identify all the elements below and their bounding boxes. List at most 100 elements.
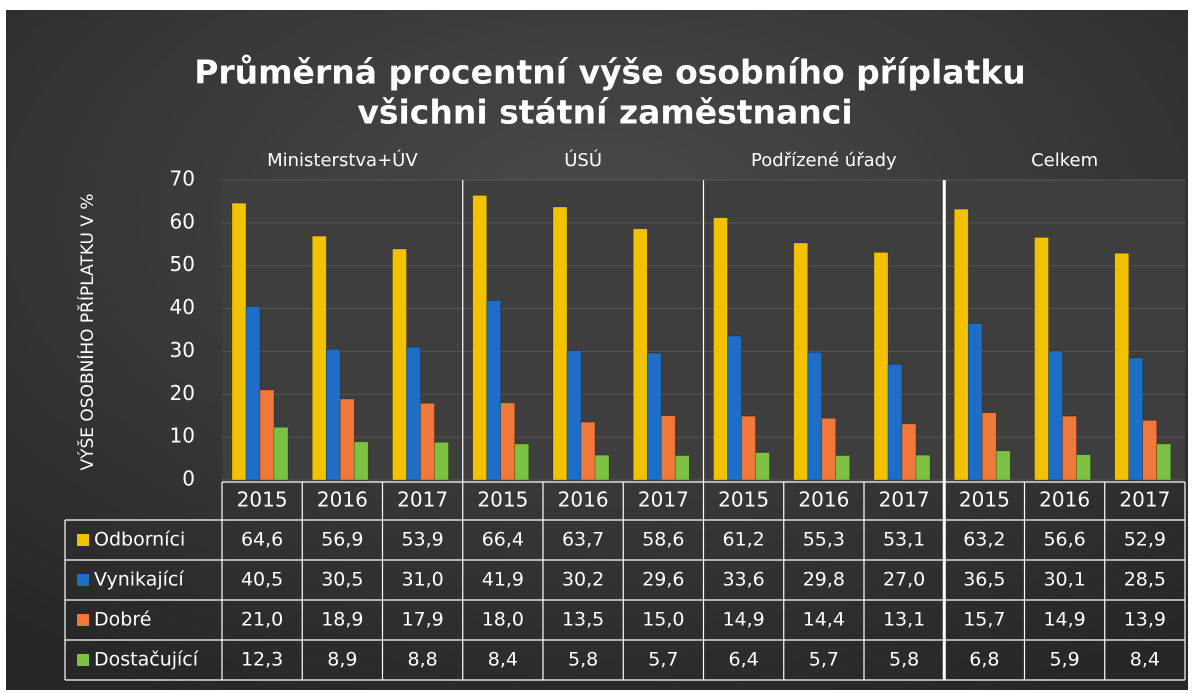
table-value: 63,7: [562, 529, 604, 551]
table-value: 66,4: [482, 529, 524, 551]
table-value: 61,2: [722, 529, 764, 551]
bar: [325, 348, 341, 481]
table-value: 31,0: [401, 569, 443, 591]
x-tick-label: 2016: [558, 488, 609, 512]
chart-title: Průměrná procentní výše osobního příplat…: [194, 53, 1026, 92]
bar: [727, 335, 742, 481]
bar: [755, 452, 770, 481]
legend-swatch: [77, 614, 89, 626]
x-tick-label: 2015: [237, 488, 288, 512]
bar: [594, 454, 610, 481]
y-tick-label: 10: [170, 424, 195, 448]
chart-subtitle: všichni státní zaměstnanci: [357, 93, 852, 132]
table-value: 18,9: [321, 609, 363, 631]
y-tick-label: 40: [170, 295, 195, 319]
table-value: 5,8: [568, 649, 598, 671]
table-value: 14,9: [722, 609, 764, 631]
table-value: 14,4: [803, 609, 845, 631]
table-value: 30,1: [1043, 569, 1085, 591]
bar: [472, 195, 488, 481]
table-value: 15,7: [963, 609, 1005, 631]
bar: [406, 346, 421, 481]
bar: [660, 415, 676, 481]
bar: [741, 415, 756, 481]
bar: [1076, 454, 1091, 481]
table-value: 8,4: [1130, 649, 1160, 671]
x-tick-label: 2015: [477, 488, 528, 512]
bar: [1048, 350, 1063, 481]
bar: [339, 398, 355, 481]
table-value: 18,0: [482, 609, 524, 631]
table-value: 8,8: [408, 649, 438, 671]
bar: [353, 441, 369, 481]
bar: [1156, 443, 1172, 481]
bar: [420, 402, 435, 481]
bar: [646, 352, 662, 481]
table-value: 27,0: [883, 569, 925, 591]
legend-label: Dobré: [94, 609, 151, 631]
bar: [1128, 357, 1144, 481]
bar: [392, 248, 407, 481]
group-label: Celkem: [1031, 150, 1098, 171]
legend-swatch: [77, 534, 89, 546]
x-tick-label: 2016: [317, 488, 368, 512]
table-value: 12,3: [241, 649, 283, 671]
bar: [873, 252, 889, 481]
table-value: 64,6: [241, 529, 283, 551]
table-value: 56,9: [321, 529, 363, 551]
table-value: 28,5: [1124, 569, 1166, 591]
bar: [953, 208, 969, 481]
y-tick-label: 70: [170, 167, 195, 191]
bar: [995, 450, 1011, 481]
table-value: 33,6: [722, 569, 764, 591]
y-tick-label: 60: [170, 209, 195, 233]
bar: [807, 351, 823, 481]
bar: [1062, 415, 1077, 481]
bar: [500, 402, 516, 481]
table-value: 55,3: [803, 529, 845, 551]
x-tick-label: 2016: [798, 488, 849, 512]
legend-swatch: [77, 654, 89, 666]
y-tick-label: 50: [170, 252, 195, 276]
table-value: 5,7: [809, 649, 839, 671]
bar: [713, 217, 728, 481]
legend-label: Odborníci: [94, 529, 185, 551]
y-tick-label: 20: [170, 381, 195, 405]
table-value: 5,8: [889, 649, 919, 671]
x-tick-label: 2017: [879, 488, 930, 512]
bar: [434, 441, 449, 481]
table-value: 6,8: [969, 649, 999, 671]
bar: [821, 417, 837, 481]
table-value: 63,2: [963, 529, 1005, 551]
bar: [967, 323, 983, 481]
table-value: 56,6: [1043, 529, 1085, 551]
legend-swatch: [77, 574, 89, 586]
x-tick-label: 2017: [1119, 488, 1170, 512]
bar: [566, 350, 582, 481]
table-value: 53,1: [883, 529, 925, 551]
y-axis-label: VÝŠE OSOBNÍHO PŘÍPLATKU V %: [76, 193, 98, 470]
table-value: 52,9: [1124, 529, 1166, 551]
table-value: 6,4: [729, 649, 759, 671]
table-value: 29,8: [803, 569, 845, 591]
table-value: 14,9: [1043, 609, 1085, 631]
table-value: 41,9: [482, 569, 524, 591]
table-value: 58,6: [642, 529, 684, 551]
table-value: 17,9: [401, 609, 443, 631]
bar: [259, 389, 275, 481]
y-tick-label: 30: [170, 338, 195, 362]
table-value: 13,5: [562, 609, 604, 631]
bar: [514, 443, 530, 481]
bar: [901, 423, 917, 481]
x-tick-label: 2015: [959, 488, 1010, 512]
table-value: 5,9: [1050, 649, 1080, 671]
bar: [835, 455, 851, 481]
group-label: Podřízené úřady: [751, 150, 897, 171]
table-value: 5,7: [648, 649, 678, 671]
x-tick-label: 2016: [1039, 488, 1090, 512]
table-value: 8,9: [327, 649, 357, 671]
table-value: 15,0: [642, 609, 684, 631]
x-tick-label: 2017: [397, 488, 448, 512]
group-label: Ministerstva+ÚV: [267, 149, 418, 171]
bar: [915, 454, 931, 481]
